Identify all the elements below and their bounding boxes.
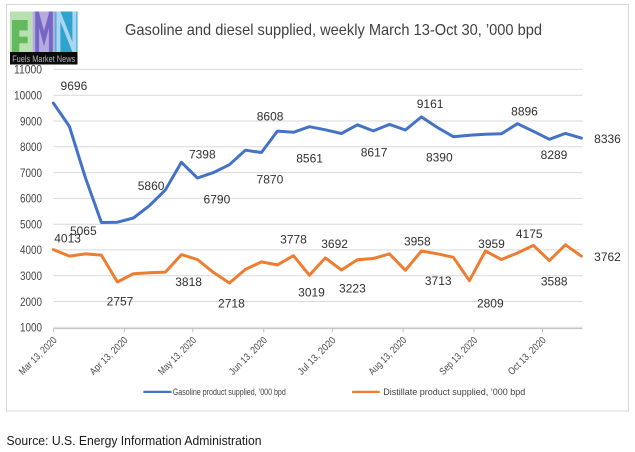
svg-text:Distillate product supplied, ’: Distillate product supplied, ’000 bpd [383, 387, 525, 398]
svg-text:2718: 2718 [218, 297, 245, 311]
svg-text:3959: 3959 [478, 237, 505, 251]
svg-text:8000: 8000 [20, 140, 42, 154]
svg-text:9000: 9000 [20, 114, 42, 128]
svg-text:3778: 3778 [280, 233, 307, 247]
svg-text:2809: 2809 [477, 297, 504, 311]
svg-text:4000: 4000 [20, 243, 42, 257]
svg-text:8289: 8289 [541, 148, 568, 162]
svg-text:3692: 3692 [321, 237, 348, 251]
svg-text:Gasoline product supplied, ’00: Gasoline product supplied, ’000 bpd [173, 387, 286, 398]
svg-text:4175: 4175 [516, 227, 543, 241]
svg-text:3223: 3223 [339, 282, 366, 296]
svg-text:8390: 8390 [426, 151, 453, 165]
svg-text:9696: 9696 [61, 79, 88, 93]
svg-text:3818: 3818 [175, 275, 202, 289]
svg-text:1000: 1000 [20, 321, 42, 335]
svg-text:8608: 8608 [257, 110, 284, 124]
svg-text:2000: 2000 [20, 295, 42, 309]
svg-text:10000: 10000 [14, 89, 42, 103]
svg-text:3000: 3000 [20, 269, 42, 283]
svg-text:8896: 8896 [511, 105, 538, 119]
svg-text:5065: 5065 [70, 224, 97, 238]
svg-text:9161: 9161 [417, 97, 444, 111]
svg-text:8561: 8561 [296, 152, 323, 166]
svg-text:8617: 8617 [361, 145, 388, 159]
svg-text:11000: 11000 [14, 63, 42, 77]
svg-text:7398: 7398 [189, 148, 216, 162]
svg-text:Gasoline and diesel supplied,: Gasoline and diesel supplied, weekly Mar… [125, 22, 542, 39]
svg-text:Source: U.S. Energy Informatio: Source: U.S. Energy Information Administ… [7, 433, 262, 448]
svg-text:3019: 3019 [298, 286, 325, 300]
svg-text:7870: 7870 [257, 173, 284, 187]
svg-text:7000: 7000 [20, 166, 42, 180]
svg-text:6790: 6790 [204, 193, 231, 207]
svg-text:3762: 3762 [594, 250, 621, 264]
svg-text:4013: 4013 [54, 231, 81, 245]
svg-text:5860: 5860 [138, 179, 165, 193]
svg-text:3958: 3958 [404, 234, 431, 248]
svg-text:5000: 5000 [20, 218, 42, 232]
svg-text:Fuels Market News: Fuels Market News [12, 54, 76, 64]
svg-text:8336: 8336 [594, 132, 621, 146]
svg-text:6000: 6000 [20, 192, 42, 206]
svg-text:3588: 3588 [541, 274, 568, 288]
svg-text:2757: 2757 [107, 295, 134, 309]
svg-text:3713: 3713 [425, 274, 452, 288]
